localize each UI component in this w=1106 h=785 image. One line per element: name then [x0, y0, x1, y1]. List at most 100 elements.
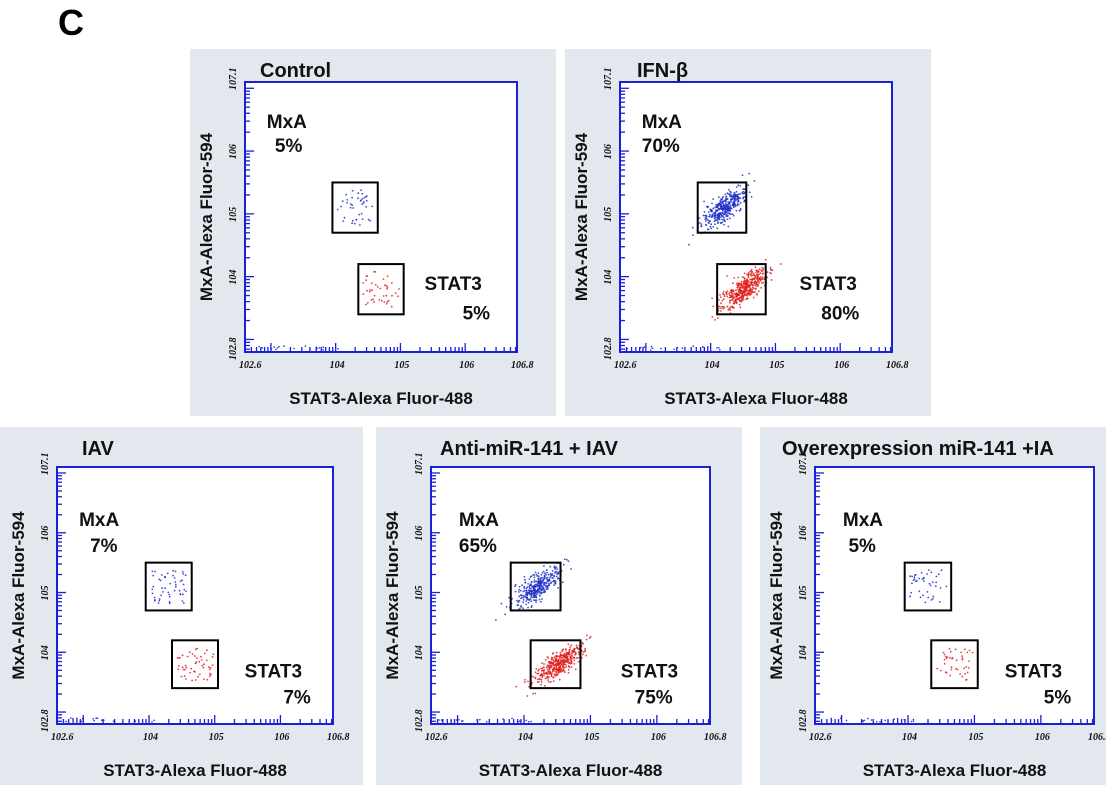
mxa-event-dot — [724, 206, 727, 209]
mxa-event-dot — [537, 578, 540, 580]
stat3-event-dot — [206, 649, 208, 652]
baseline-event-dot — [318, 347, 321, 349]
mxa-event-dot — [351, 196, 353, 199]
mxa-gate-box — [144, 561, 193, 612]
stat3-event-dot — [366, 301, 369, 304]
y-tick-label: 106 — [798, 526, 809, 541]
mxa-event-dot — [918, 590, 921, 593]
stat3-event-dot — [722, 291, 725, 293]
stat3-event-dot — [770, 268, 772, 271]
mxa-event-dot — [733, 194, 736, 196]
mxa-event-dot — [728, 188, 730, 191]
stat3-event-dot — [756, 280, 759, 283]
mxa-event-dot — [548, 583, 550, 586]
mxa-event-dot — [181, 600, 184, 602]
x-tick-label: 102.6 — [239, 360, 262, 371]
stat3-event-dot — [386, 301, 389, 303]
stat3-event-dot — [751, 286, 754, 289]
mxa-event-dot — [722, 204, 725, 206]
mxa-event-dot — [553, 575, 556, 578]
mxa-event-dot — [909, 575, 911, 578]
mxa-event-dot — [546, 576, 549, 579]
stat3-event-dot — [374, 271, 377, 273]
stat3-event-dot — [945, 655, 947, 658]
mxa-event-dot — [538, 598, 541, 601]
mxa-gate-name: MxA — [267, 112, 307, 133]
mxa-event-dot — [737, 193, 740, 196]
y-tick-label: 105 — [798, 586, 809, 601]
baseline-event-dot — [101, 719, 103, 721]
mxa-gate-percent: 65% — [459, 536, 497, 557]
mxa-event-dot — [932, 597, 934, 600]
mxa-event-dot — [741, 174, 744, 177]
stat3-event-dot — [756, 293, 758, 295]
baseline-event-dot — [458, 719, 460, 721]
mxa-event-dot — [536, 585, 539, 588]
mxa-event-dot — [932, 595, 935, 598]
mxa-event-dot — [727, 225, 730, 228]
mxa-event-dot — [174, 581, 177, 583]
stat3-event-dot — [737, 293, 740, 296]
mxa-event-dot — [349, 203, 352, 206]
stat3-gate-name: STAT3 — [800, 274, 857, 295]
x-axis-label: STAT3-Alexa Fluor-488 — [103, 761, 287, 780]
stat3-event-dot — [543, 671, 545, 674]
stat3-event-dot — [535, 668, 538, 670]
stat3-gate-percent: 75% — [635, 687, 673, 708]
baseline-event-dot — [278, 345, 280, 348]
mxa-event-dot — [182, 573, 185, 575]
baseline-event-dot — [79, 720, 81, 723]
mxa-event-dot — [921, 578, 924, 581]
stat3-event-dot — [205, 659, 208, 662]
mxa-event-dot — [938, 601, 941, 603]
mxa-event-dot — [726, 218, 729, 221]
stat3-event-dot — [751, 288, 753, 291]
stat3-event-dot — [546, 656, 549, 658]
panel-iav: IAV 102.6 104 105 106 106.8 102.8 104 105 106 107.… — [0, 427, 363, 785]
mxa-event-dot — [546, 571, 548, 574]
y-axis-label: MxA-Alexa Fluor-594 — [9, 511, 28, 680]
x-tick-label: 106 — [1035, 732, 1050, 743]
mxa-event-dot — [532, 589, 535, 592]
stat3-event-dot — [735, 301, 738, 304]
y-tick-label: 105 — [414, 586, 425, 601]
mxa-event-dot — [518, 599, 521, 602]
mxa-event-dot — [179, 593, 182, 595]
mxa-event-dot — [707, 211, 710, 213]
stat3-event-dot — [954, 648, 957, 651]
stat3-event-dot — [548, 668, 551, 671]
baseline-event-dot — [65, 720, 67, 723]
baseline-event-dot — [681, 347, 684, 350]
mxa-event-dot — [533, 574, 536, 576]
mxa-event-dot — [357, 192, 360, 195]
mxa-gate-box — [509, 561, 562, 612]
stat3-event-dot — [741, 276, 744, 278]
stat3-event-dot — [176, 657, 179, 659]
mxa-event-dot — [916, 579, 918, 582]
mxa-event-dot — [554, 570, 557, 573]
stat3-event-dot — [770, 272, 772, 275]
mxa-event-dot — [551, 577, 554, 579]
stat3-event-dot — [960, 651, 962, 654]
mxa-event-dot — [733, 198, 736, 201]
mxa-event-dot — [534, 585, 537, 588]
mxa-event-dot — [726, 198, 729, 200]
baseline-event-dot — [275, 348, 277, 351]
stat3-event-dot — [741, 287, 744, 289]
stat3-event-dot — [209, 672, 211, 675]
stat3-event-dot — [540, 667, 542, 670]
stat3-event-dot — [558, 655, 561, 658]
stat3-event-dot — [557, 673, 559, 675]
mxa-event-dot — [517, 591, 520, 593]
mxa-event-dot — [729, 199, 732, 201]
mxa-event-dot — [528, 592, 531, 595]
baseline-event-dot — [293, 347, 295, 350]
stat3-event-dot — [749, 294, 752, 296]
stat3-event-dot — [558, 678, 561, 681]
stat3-event-dot — [571, 650, 574, 652]
stat3-event-dot — [723, 306, 726, 309]
stat3-gate-box — [930, 639, 979, 690]
stat3-event-dot — [193, 670, 195, 673]
stat3-event-dot — [567, 671, 570, 674]
mxa-event-dot — [725, 204, 727, 207]
